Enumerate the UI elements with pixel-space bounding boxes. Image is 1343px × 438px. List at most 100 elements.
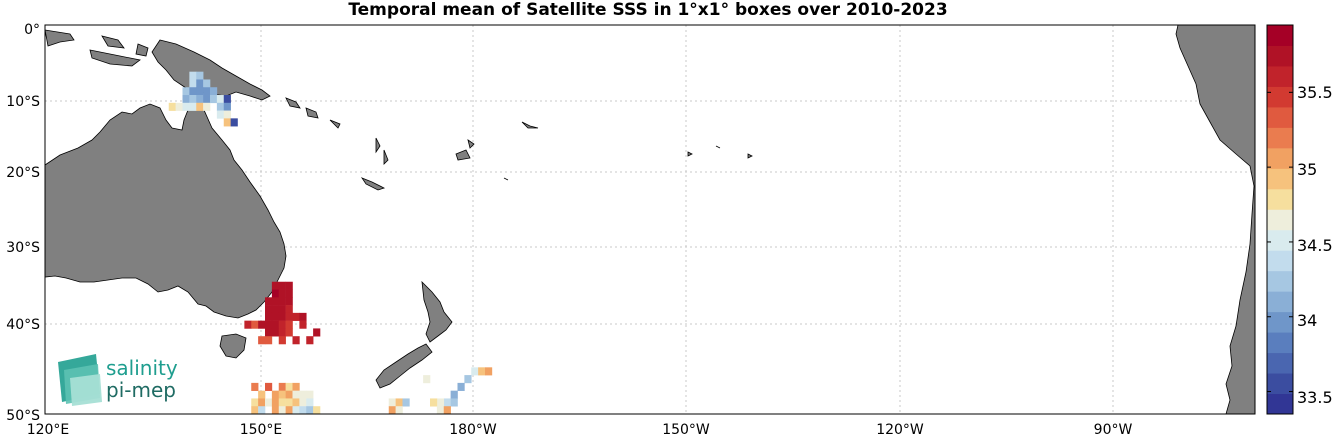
sss-box	[278, 382, 286, 391]
sss-box	[210, 95, 218, 104]
sss-box	[285, 312, 293, 321]
map-frame	[44, 24, 1256, 415]
sss-box	[210, 87, 218, 96]
sss-box	[478, 367, 486, 376]
sss-box	[285, 320, 293, 329]
sss-box	[306, 390, 314, 399]
sss-box	[278, 312, 286, 321]
sss-box	[430, 398, 438, 407]
sss-box	[292, 406, 300, 415]
colorbar-segment	[1267, 209, 1293, 231]
sss-box	[292, 336, 300, 345]
colorbar-segment	[1267, 352, 1293, 374]
y-tick-label: 30°S	[6, 240, 40, 256]
sss-box	[189, 87, 197, 96]
sss-box	[223, 102, 231, 111]
sss-box	[271, 297, 280, 306]
sss-box	[216, 110, 225, 119]
sss-box	[388, 406, 396, 415]
y-tick-label: 0°	[24, 22, 40, 38]
figure-title: Temporal mean of Satellite SSS in 1°x1° …	[348, 0, 947, 20]
colorbar-segment	[1267, 25, 1293, 46]
colorbar-tick-label: 34	[1297, 311, 1317, 330]
tasmania-landmass	[219, 333, 247, 359]
sss-box	[402, 398, 410, 407]
x-tick-label: 180°W	[449, 422, 497, 438]
colorbar-segment	[1267, 250, 1293, 272]
sss-box	[189, 71, 197, 80]
solomon-islands	[285, 97, 341, 129]
sss-box	[278, 289, 286, 298]
sss-box	[285, 382, 293, 391]
colorbar-segment	[1267, 168, 1293, 190]
sss-box	[265, 336, 273, 345]
sss-box	[251, 398, 259, 407]
salinity-pi-mep-logo: salinity pi-mep	[58, 354, 178, 406]
sss-box	[306, 406, 314, 415]
y-axis-ticks: 0° 10°S 20°S 30°S 40°S 50°S	[6, 22, 40, 424]
colorbar-segment	[1267, 393, 1293, 415]
sss-box	[203, 95, 211, 104]
sss-box	[285, 406, 293, 415]
x-tick-label: 120°W	[876, 422, 924, 438]
sss-box	[299, 312, 307, 321]
sss-box	[251, 382, 259, 391]
colorbar-tick-label: 34.5	[1297, 236, 1333, 255]
sss-box	[265, 328, 273, 337]
australia-landmass	[44, 103, 287, 319]
sss-box	[450, 398, 458, 407]
sss-box	[189, 95, 197, 104]
logo-wave-icon	[58, 354, 102, 406]
colorbar-segment	[1267, 332, 1293, 354]
sss-box	[182, 95, 190, 104]
sss-box	[223, 95, 231, 104]
sss-box	[189, 79, 197, 88]
colorbar-segment	[1267, 86, 1293, 108]
y-tick-label: 20°S	[6, 165, 40, 181]
sss-box	[271, 289, 280, 298]
sss-box	[285, 390, 293, 399]
sss-box	[258, 320, 266, 329]
colorbar-segment	[1267, 106, 1293, 128]
sss-box	[299, 390, 307, 399]
sss-box	[292, 312, 300, 321]
sss-box	[395, 398, 403, 407]
sss-box	[313, 328, 321, 337]
y-tick-label: 40°S	[6, 317, 40, 333]
sss-box	[285, 328, 293, 337]
sss-box	[244, 320, 252, 329]
sss-box	[313, 406, 321, 415]
sss-box	[175, 102, 183, 111]
new-caledonia-island	[360, 177, 386, 191]
sss-box	[299, 320, 307, 329]
sss-box	[278, 406, 286, 415]
sss-box	[258, 390, 266, 399]
sss-box	[258, 398, 266, 407]
sss-box	[223, 110, 231, 119]
sss-box	[285, 281, 293, 290]
sss-box	[278, 390, 286, 399]
new-zealand-south-island	[375, 343, 433, 389]
sss-box	[196, 71, 204, 80]
sss-box	[196, 102, 204, 111]
sss-box	[265, 320, 273, 329]
sss-box	[485, 367, 493, 376]
x-tick-label: 150°W	[662, 422, 710, 438]
sss-box	[450, 390, 458, 399]
sss-box	[182, 87, 190, 96]
sss-box	[285, 305, 293, 314]
new-guinea-landmass	[151, 39, 271, 101]
sss-box	[265, 398, 273, 407]
sss-box	[271, 398, 280, 407]
colorbar-segment	[1267, 65, 1293, 87]
sss-box	[251, 406, 259, 415]
sss-box	[230, 118, 238, 127]
sss-box	[306, 398, 314, 407]
sss-box	[436, 398, 445, 407]
sss-box	[285, 289, 293, 298]
sss-box	[196, 87, 204, 96]
sss-box	[443, 398, 451, 407]
vanuatu-islands	[375, 137, 389, 165]
sss-boxes-layer	[168, 71, 493, 415]
sss-box	[278, 305, 286, 314]
